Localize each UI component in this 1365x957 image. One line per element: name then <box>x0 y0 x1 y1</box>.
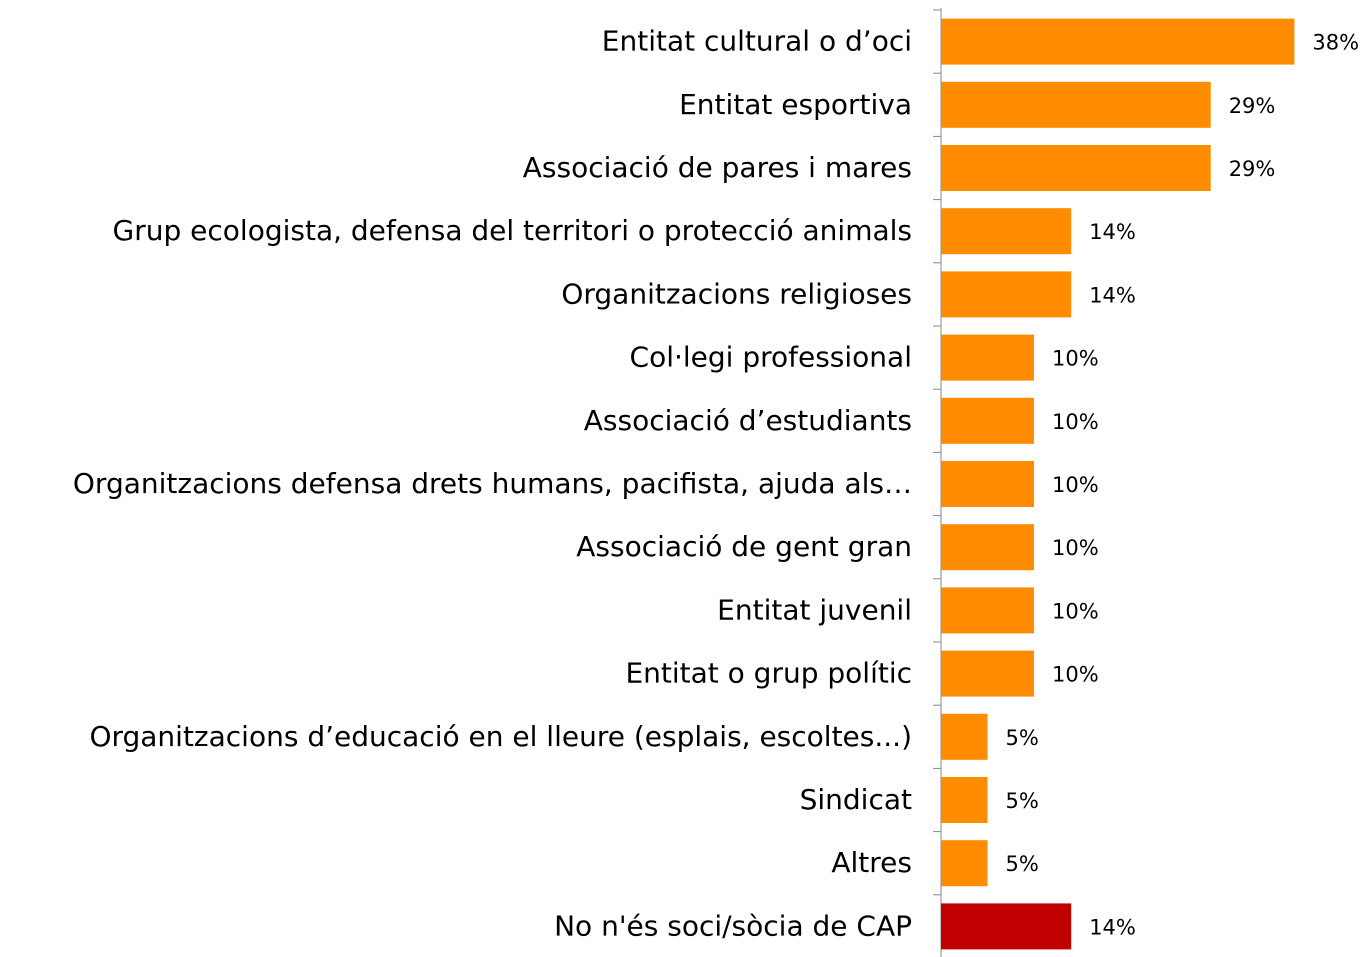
category-label: Col·legi professional <box>630 341 912 374</box>
value-label: 10% <box>1052 473 1099 497</box>
value-label: 29% <box>1229 94 1276 118</box>
bar <box>941 271 1072 318</box>
value-label: 14% <box>1089 915 1136 939</box>
category-label: Associació d’estudiants <box>584 404 912 437</box>
value-label: 14% <box>1089 283 1136 307</box>
bar <box>941 587 1034 634</box>
bar <box>941 461 1034 507</box>
value-label: 10% <box>1052 347 1099 371</box>
category-label: Organitzacions religioses <box>561 277 912 310</box>
category-label: Organitzacions defensa drets humans, pac… <box>73 467 912 500</box>
bar <box>941 903 1072 950</box>
bar <box>941 208 1072 255</box>
value-label: 5% <box>1006 852 1039 876</box>
value-label: 10% <box>1052 536 1099 560</box>
bar <box>941 18 1295 65</box>
value-label: 10% <box>1052 663 1099 687</box>
bar <box>941 840 988 887</box>
value-label: 38% <box>1312 31 1359 55</box>
category-label: Entitat cultural o d’oci <box>602 25 912 58</box>
bar <box>941 145 1211 191</box>
category-label: Entitat esportiva <box>679 88 912 121</box>
category-label: Entitat juvenil <box>717 593 912 626</box>
value-label: 29% <box>1229 157 1276 181</box>
category-label: Grup ecologista, defensa del territori o… <box>113 214 912 247</box>
category-label: No n'és soci/sòcia de CAP <box>554 909 912 942</box>
bar <box>941 777 988 823</box>
value-label: 5% <box>1006 726 1039 750</box>
bar <box>941 334 1034 381</box>
bar <box>941 81 1211 128</box>
value-label: 10% <box>1052 599 1099 623</box>
category-label: Organitzacions d’educació en el lleure (… <box>89 720 912 753</box>
category-label: Associació de pares i mares <box>523 151 912 184</box>
bar <box>941 713 988 760</box>
bar <box>941 650 1034 697</box>
value-label: 10% <box>1052 410 1099 434</box>
category-label: Sindicat <box>800 783 912 816</box>
value-label: 5% <box>1006 789 1039 813</box>
category-label: Associació de gent gran <box>576 530 912 563</box>
bar <box>941 397 1034 444</box>
bar <box>941 524 1034 571</box>
value-label: 14% <box>1089 220 1136 244</box>
category-label: Entitat o grup polític <box>625 657 912 690</box>
category-label: Altres <box>831 846 912 879</box>
